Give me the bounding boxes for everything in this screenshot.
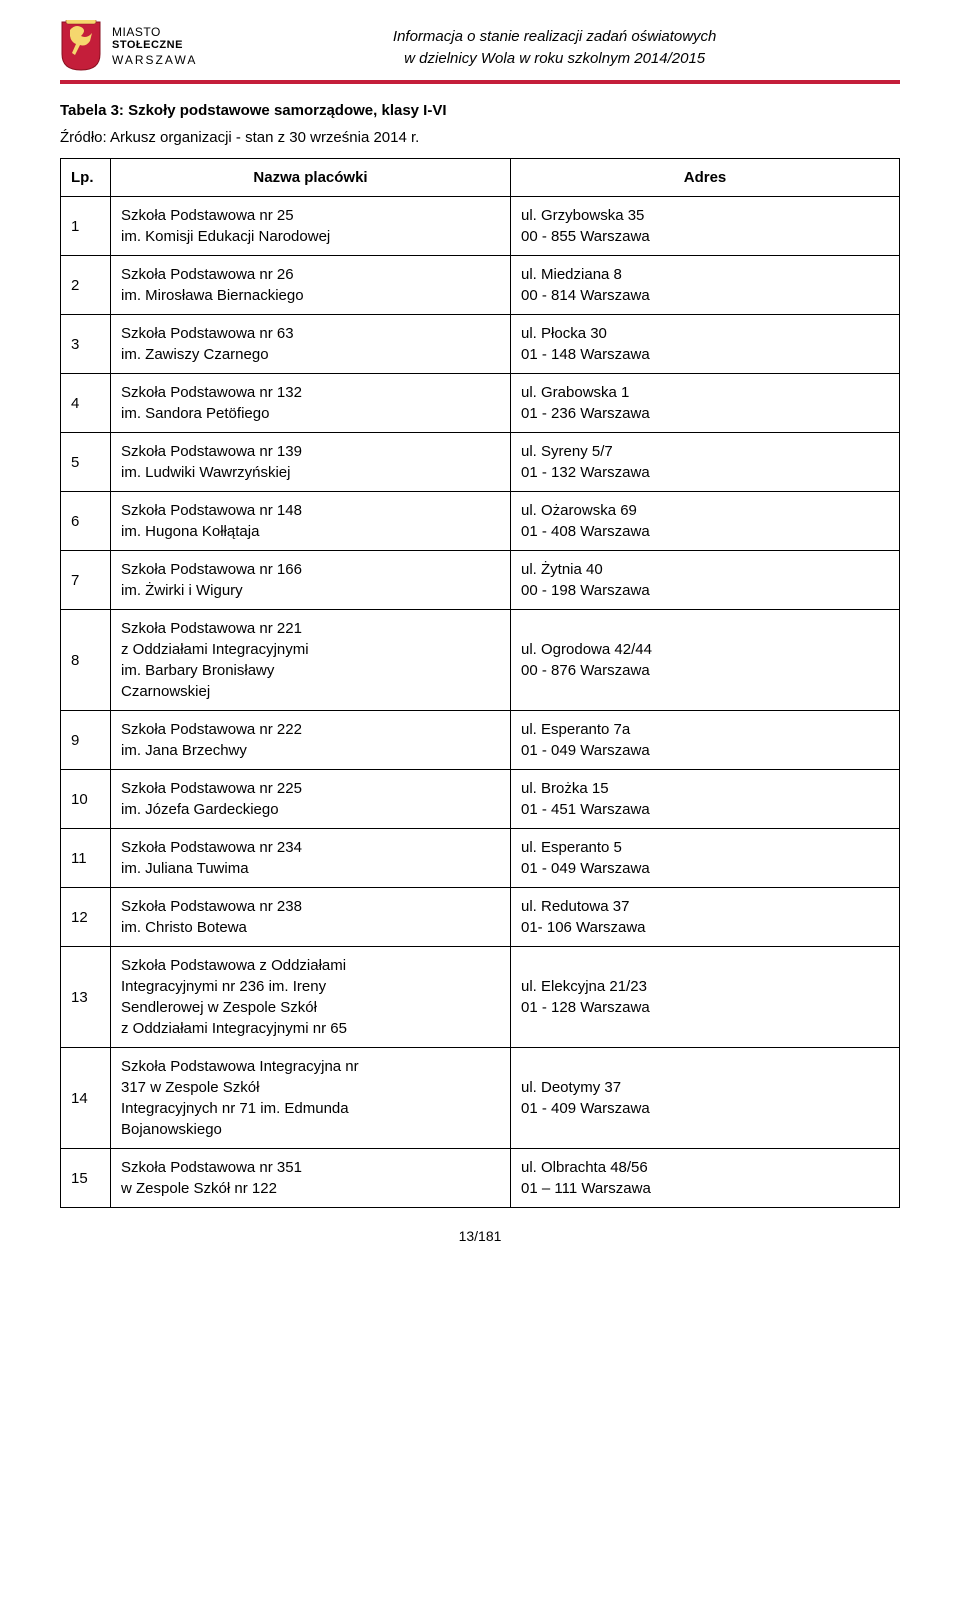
table-row: 14Szkoła Podstawowa Integracyjna nr317 w… [61, 1048, 900, 1149]
cell-school-name: Szkoła Podstawowa Integracyjna nr317 w Z… [111, 1048, 511, 1149]
cell-address: ul. Brożka 1501 - 451 Warszawa [511, 770, 900, 829]
cell-school-name: Szkoła Podstawowa nr 148im. Hugona Kołłą… [111, 492, 511, 551]
table-row: 3Szkoła Podstawowa nr 63im. Zawiszy Czar… [61, 315, 900, 374]
cell-address: ul. Elekcyjna 21/2301 - 128 Warszawa [511, 947, 900, 1048]
cell-address: ul. Ożarowska 6901 - 408 Warszawa [511, 492, 900, 551]
col-header-name: Nazwa placówki [111, 159, 511, 197]
warsaw-coat-of-arms-icon [60, 20, 102, 72]
cell-lp: 5 [61, 433, 111, 492]
cell-address: ul. Grzybowska 3500 - 855 Warszawa [511, 197, 900, 256]
divider-bar [60, 80, 900, 84]
page-header: MIASTO STOŁECZNE WARSZAWA Informacja o s… [60, 20, 900, 72]
cell-address: ul. Płocka 3001 - 148 Warszawa [511, 315, 900, 374]
cell-school-name: Szkoła Podstawowa nr 63im. Zawiszy Czarn… [111, 315, 511, 374]
cell-address: ul. Deotymy 3701 - 409 Warszawa [511, 1048, 900, 1149]
schools-table: Lp. Nazwa placówki Adres 1Szkoła Podstaw… [60, 158, 900, 1208]
cell-lp: 11 [61, 829, 111, 888]
cell-address: ul. Żytnia 4000 - 198 Warszawa [511, 551, 900, 610]
cell-lp: 3 [61, 315, 111, 374]
city-name-text: MIASTO STOŁECZNE WARSZAWA [112, 25, 197, 67]
doc-title-line-2: w dzielnicy Wola w roku szkolnym 2014/20… [209, 48, 900, 70]
table-row: 4Szkoła Podstawowa nr 132im. Sandora Pet… [61, 374, 900, 433]
cell-lp: 15 [61, 1149, 111, 1208]
cell-lp: 6 [61, 492, 111, 551]
cell-school-name: Szkoła Podstawowa nr 234im. Juliana Tuwi… [111, 829, 511, 888]
cell-address: ul. Grabowska 101 - 236 Warszawa [511, 374, 900, 433]
table-row: 15Szkoła Podstawowa nr 351w Zespole Szkó… [61, 1149, 900, 1208]
table-row: 12Szkoła Podstawowa nr 238im. Christo Bo… [61, 888, 900, 947]
cell-lp: 2 [61, 256, 111, 315]
table-row: 13Szkoła Podstawowa z OddziałamiIntegrac… [61, 947, 900, 1048]
table-row: 7Szkoła Podstawowa nr 166im. Żwirki i Wi… [61, 551, 900, 610]
cell-school-name: Szkoła Podstawowa nr 132im. Sandora Petö… [111, 374, 511, 433]
cell-lp: 14 [61, 1048, 111, 1149]
cell-school-name: Szkoła Podstawowa nr 25im. Komisji Eduka… [111, 197, 511, 256]
table-row: 9Szkoła Podstawowa nr 222im. Jana Brzech… [61, 711, 900, 770]
cell-lp: 8 [61, 610, 111, 711]
cell-address: ul. Olbrachta 48/5601 – 111 Warszawa [511, 1149, 900, 1208]
cell-school-name: Szkoła Podstawowa nr 351w Zespole Szkół … [111, 1149, 511, 1208]
cell-address: ul. Ogrodowa 42/4400 - 876 Warszawa [511, 610, 900, 711]
cell-lp: 10 [61, 770, 111, 829]
col-header-address: Adres [511, 159, 900, 197]
cell-school-name: Szkoła Podstawowa nr 166im. Żwirki i Wig… [111, 551, 511, 610]
city-line-3: WARSZAWA [112, 53, 197, 67]
cell-lp: 13 [61, 947, 111, 1048]
cell-address: ul. Esperanto 7a01 - 049 Warszawa [511, 711, 900, 770]
page-number: 13/181 [60, 1228, 900, 1244]
col-header-lp: Lp. [61, 159, 111, 197]
table-title: Tabela 3: Szkoły podstawowe samorządowe,… [60, 102, 900, 119]
table-row: 11Szkoła Podstawowa nr 234im. Juliana Tu… [61, 829, 900, 888]
cell-address: ul. Esperanto 501 - 049 Warszawa [511, 829, 900, 888]
source-line: Źródło: Arkusz organizacji - stan z 30 w… [60, 129, 900, 146]
table-row: 6Szkoła Podstawowa nr 148im. Hugona Kołł… [61, 492, 900, 551]
cell-lp: 12 [61, 888, 111, 947]
cell-school-name: Szkoła Podstawowa nr 221z Oddziałami Int… [111, 610, 511, 711]
table-row: 5Szkoła Podstawowa nr 139im. Ludwiki Waw… [61, 433, 900, 492]
cell-address: ul. Redutowa 3701- 106 Warszawa [511, 888, 900, 947]
document-title: Informacja o stanie realizacji zadań ośw… [209, 20, 900, 70]
cell-school-name: Szkoła Podstawowa nr 139im. Ludwiki Wawr… [111, 433, 511, 492]
city-logo-block: MIASTO STOŁECZNE WARSZAWA [60, 20, 197, 72]
cell-lp: 1 [61, 197, 111, 256]
cell-lp: 4 [61, 374, 111, 433]
cell-lp: 7 [61, 551, 111, 610]
city-line-2: STOŁECZNE [112, 39, 197, 52]
table-row: 10Szkoła Podstawowa nr 225im. Józefa Gar… [61, 770, 900, 829]
cell-address: ul. Miedziana 800 - 814 Warszawa [511, 256, 900, 315]
cell-school-name: Szkoła Podstawowa nr 26im. Mirosława Bie… [111, 256, 511, 315]
cell-school-name: Szkoła Podstawowa nr 225im. Józefa Garde… [111, 770, 511, 829]
cell-school-name: Szkoła Podstawowa nr 238im. Christo Bote… [111, 888, 511, 947]
table-row: 8Szkoła Podstawowa nr 221z Oddziałami In… [61, 610, 900, 711]
cell-address: ul. Syreny 5/701 - 132 Warszawa [511, 433, 900, 492]
cell-school-name: Szkoła Podstawowa z OddziałamiIntegracyj… [111, 947, 511, 1048]
doc-title-line-1: Informacja o stanie realizacji zadań ośw… [209, 26, 900, 48]
table-row: 2Szkoła Podstawowa nr 26im. Mirosława Bi… [61, 256, 900, 315]
table-header-row: Lp. Nazwa placówki Adres [61, 159, 900, 197]
city-line-1: MIASTO [112, 25, 197, 39]
cell-lp: 9 [61, 711, 111, 770]
cell-school-name: Szkoła Podstawowa nr 222im. Jana Brzechw… [111, 711, 511, 770]
table-row: 1Szkoła Podstawowa nr 25im. Komisji Eduk… [61, 197, 900, 256]
